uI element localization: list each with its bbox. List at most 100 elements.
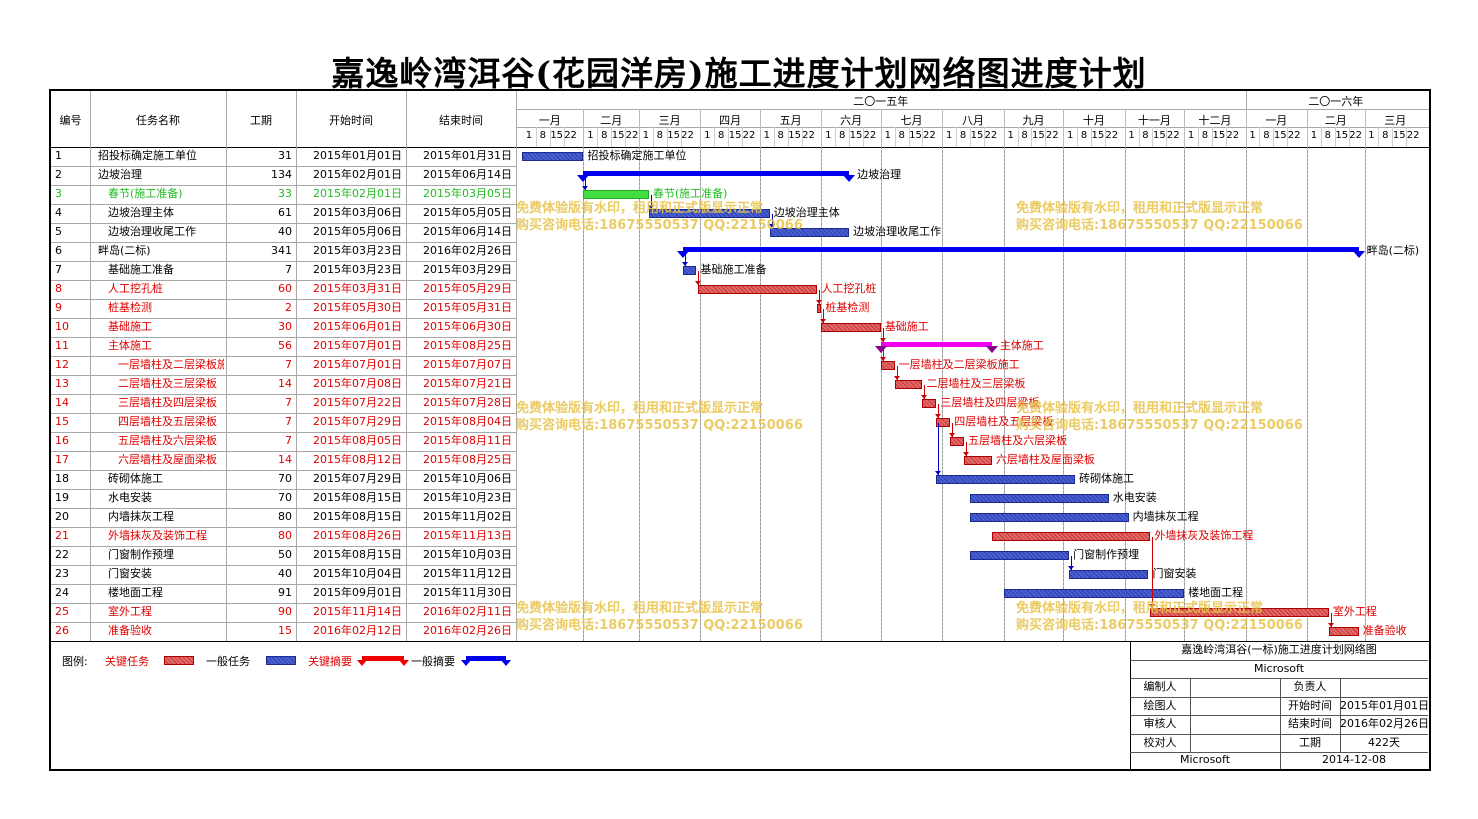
task-bar[interactable] (522, 152, 584, 161)
week-tick-label: 1 (642, 130, 650, 141)
summary-bar[interactable] (583, 171, 850, 176)
month-header: 四月 (719, 114, 742, 127)
week-tick-label: 15 (1273, 130, 1287, 141)
week-divider (970, 127, 971, 147)
row-divider (51, 603, 516, 604)
dependency-arrow (695, 281, 702, 285)
task-start: 2015年09月01日 (313, 586, 402, 599)
task-name: 边坡治理收尾工作 (108, 225, 196, 238)
task-duration: 7 (285, 434, 292, 447)
week-divider (1077, 127, 1078, 147)
task-bar[interactable] (964, 456, 992, 465)
month-header: 十一月 (1137, 114, 1171, 127)
task-id: 15 (55, 415, 69, 428)
task-bar[interactable] (894, 380, 923, 389)
task-start: 2015年07月08日 (313, 377, 402, 390)
summary-bar-end-marker (843, 175, 856, 182)
summary-bar-end-marker (874, 346, 887, 353)
task-bar[interactable] (817, 304, 822, 313)
task-id: 18 (55, 472, 69, 485)
task-bar[interactable] (880, 361, 895, 370)
task-bar[interactable] (991, 532, 1151, 541)
chart-month-gridline (1004, 147, 1005, 641)
task-end: 2015年05月29日 (423, 282, 512, 295)
task-bar[interactable] (970, 494, 1109, 503)
task-id: 21 (55, 529, 69, 542)
legend-critical-task-label: 关键任务 (105, 655, 149, 668)
task-bar[interactable] (821, 323, 881, 332)
titleblock-left-border (1130, 641, 1131, 769)
dependency-line (938, 423, 940, 475)
chart-month-gridline (1246, 147, 1247, 641)
task-bar[interactable] (922, 399, 937, 408)
task-name: 主体施工 (108, 339, 152, 352)
task-start: 2015年08月12日 (313, 453, 402, 466)
week-divider (625, 127, 626, 147)
task-name: 基础施工准备 (108, 263, 174, 276)
week-divider (1335, 127, 1336, 147)
titleblock-end-label: 结束时间 (1288, 717, 1332, 730)
week-divider (1259, 127, 1260, 147)
task-end: 2015年11月02日 (423, 510, 512, 523)
task-bar[interactable] (1328, 627, 1359, 636)
task-bar[interactable] (936, 475, 1076, 484)
task-bar[interactable] (950, 437, 965, 446)
task-duration: 70 (278, 491, 292, 504)
week-tick-label: 1 (525, 130, 533, 141)
week-tick-label: 1 (704, 130, 711, 141)
task-start: 2015年03月31日 (313, 282, 402, 295)
week-divider (835, 127, 836, 147)
task-start: 2015年03月23日 (313, 263, 402, 276)
week-tick-label: 1 (884, 130, 891, 141)
titleblock-start: 2015年01月01日 (1340, 699, 1429, 712)
week-divider (1406, 127, 1407, 147)
task-bar-label: 二层墙柱及三层梁板 (926, 377, 1026, 390)
task-id: 20 (55, 510, 69, 523)
task-bar[interactable] (936, 418, 951, 427)
task-bar[interactable] (970, 513, 1129, 522)
task-bar[interactable] (583, 190, 649, 199)
task-bar[interactable] (1150, 608, 1329, 617)
chart-month-gridline (1184, 147, 1185, 641)
task-bar[interactable] (970, 551, 1070, 560)
task-bar[interactable] (698, 285, 818, 294)
summary-bar[interactable] (880, 342, 992, 347)
week-tick-label: 22 (742, 130, 756, 141)
task-name: 招投标确定施工单位 (98, 149, 197, 162)
task-id: 16 (55, 434, 69, 447)
task-id: 17 (55, 453, 69, 466)
week-divider (653, 127, 654, 147)
task-bar[interactable] (682, 266, 697, 275)
task-bar[interactable] (769, 228, 850, 237)
task-name: 室外工程 (108, 605, 152, 618)
week-divider (550, 127, 551, 147)
week-divider (1018, 127, 1019, 147)
task-name: 三层墙柱及四层梁板 (118, 396, 217, 409)
task-end: 2015年08月25日 (423, 339, 512, 352)
task-bar[interactable] (1069, 570, 1149, 579)
task-duration: 134 (271, 168, 292, 181)
task-bar-label: 边坡治理主体 (773, 206, 840, 219)
week-tick-label: 22 (923, 130, 936, 141)
dependency-line (819, 290, 821, 304)
week-tick-label: 15 (1032, 130, 1045, 141)
week-tick-label: 22 (802, 130, 815, 141)
task-bar-label: 春节(施工准备) (652, 187, 728, 200)
task-duration: 80 (278, 510, 292, 523)
summary-bar[interactable] (682, 247, 1359, 252)
task-bar-label: 外墙抹灰及装饰工程 (1154, 529, 1254, 542)
task-duration: 7 (285, 415, 292, 428)
task-bar[interactable] (648, 209, 770, 218)
row-divider (51, 413, 516, 414)
week-divider (667, 127, 668, 147)
legend-summary-marker (461, 660, 471, 666)
task-id: 13 (55, 377, 69, 390)
task-id: 12 (55, 358, 69, 371)
week-divider (1045, 127, 1046, 147)
legend-normal-summary-label: 一般摘要 (411, 655, 455, 668)
week-divider (849, 127, 850, 147)
week-tick-label: 15 (550, 130, 564, 141)
task-bar[interactable] (1003, 589, 1185, 598)
dependency-line (966, 442, 968, 456)
task-name: 砖砌体施工 (108, 472, 163, 485)
